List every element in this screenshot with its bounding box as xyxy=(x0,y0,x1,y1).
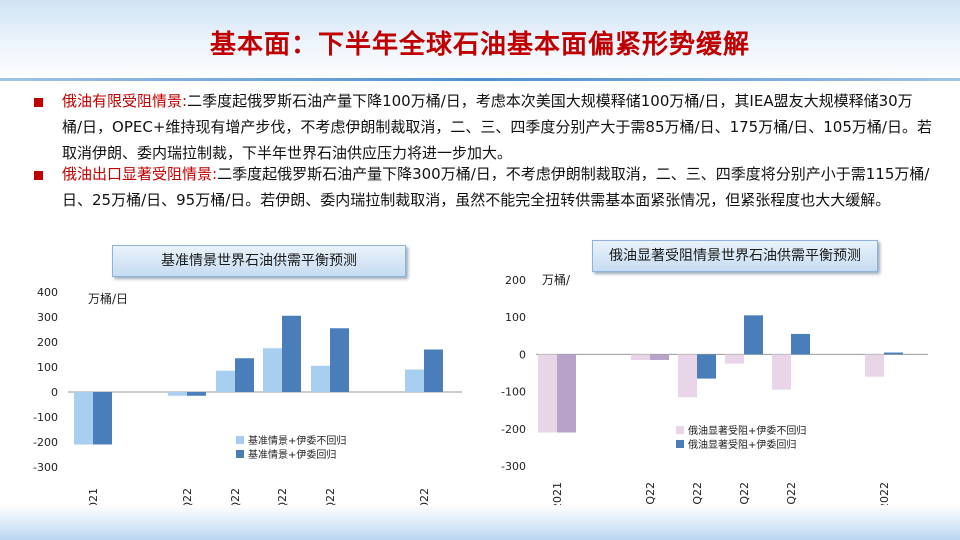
chart-1-ytick-label: 100 xyxy=(37,361,58,374)
chart-1-bar xyxy=(187,392,206,396)
chart-2-unit-label: 万桶/ xyxy=(542,272,571,287)
footer-band xyxy=(0,505,960,540)
chart-2-ytick-label: 100 xyxy=(505,311,526,324)
chart-2-bar xyxy=(791,333,810,355)
chart-2-category-label: 1Q22 xyxy=(644,482,657,512)
chart-1-ytick-label: 200 xyxy=(37,336,58,349)
chart-2-ytick-label: 200 xyxy=(505,274,526,287)
paragraph-1-text: 二季度起俄罗斯石油产量下降100万桶/日，考虑本次美国大规模释储100万桶/日，… xyxy=(62,92,932,162)
chart-1-bar xyxy=(330,328,349,392)
chart-1-bar xyxy=(216,370,235,392)
chart-1-bar xyxy=(74,392,93,445)
chart-1-ytick-label: 300 xyxy=(37,311,58,324)
chart-1-bar xyxy=(93,392,112,445)
chart-2-bar xyxy=(678,354,697,398)
chart-1-bar xyxy=(235,358,254,392)
chart-2-legend-label: 俄油显著受阻+伊委回归 xyxy=(688,438,796,451)
chart-2-bar xyxy=(772,354,791,390)
chart-2-bar xyxy=(631,354,650,360)
chart-1-ytick-label: -100 xyxy=(33,411,58,424)
page-title: 基本面：下半年全球石油基本面偏紧形势缓解 xyxy=(209,30,750,60)
chart-1-bar xyxy=(263,348,282,392)
chart-2-legend-swatch xyxy=(676,426,684,434)
chart-1-bar xyxy=(405,369,424,392)
chart-2-category-label: 2Q22 xyxy=(691,482,704,512)
chart-1-ytick-label: -200 xyxy=(33,436,58,449)
chart-2-bar xyxy=(884,352,903,355)
chart-1-bar xyxy=(311,365,330,392)
chart-2-bar xyxy=(865,354,884,377)
chart-2: 200 100 0 -100 -200 -300 万桶/2021 1Q22 2Q22 3Q22 4Q… xyxy=(501,272,928,512)
chart-1-unit-label: 万桶/日 xyxy=(88,291,128,306)
chart-2-bar xyxy=(650,354,669,360)
chart-2-category-label: 3Q22 xyxy=(738,482,751,512)
chart-2-bar xyxy=(744,315,763,355)
chart-1-bar xyxy=(282,315,301,392)
paragraph-1-lead: 俄油有限受阻情景: xyxy=(62,92,188,110)
chart-2-bar xyxy=(538,354,557,433)
chart-2-ytick-label: -300 xyxy=(501,460,526,473)
chart-1-ytick-label: 0 xyxy=(51,386,58,399)
chart-2-bar xyxy=(557,354,576,433)
chart-2-legend-swatch xyxy=(676,440,684,448)
chart-1-ytick-label: 400 xyxy=(37,286,58,299)
chart-1-title: 基准情景世界石油供需平衡预测 xyxy=(112,245,406,277)
chart-2-ytick-label: -100 xyxy=(501,386,526,399)
paragraph-1: 俄油有限受阻情景:二季度起俄罗斯石油产量下降100万桶/日，考虑本次美国大规模释… xyxy=(62,88,932,166)
chart-1-ytick-label: -300 xyxy=(33,461,58,474)
chart-1-bar xyxy=(424,349,443,392)
bullet-2 xyxy=(34,171,43,180)
chart-2-bar xyxy=(725,354,744,364)
chart-1-legend-label: 基准情景+伊委回归 xyxy=(248,448,336,461)
bullet-1 xyxy=(34,98,43,107)
chart-2-ytick-label: -200 xyxy=(501,423,526,436)
chart-1-legend-label: 基准情景+伊委不回归 xyxy=(248,434,346,447)
chart-2-category-label: 2022 xyxy=(878,482,891,510)
chart-1-legend-swatch xyxy=(236,436,244,444)
header-band xyxy=(0,0,960,82)
chart-2-bar xyxy=(697,354,716,379)
chart-2-category-label: 4Q22 xyxy=(785,482,798,512)
chart-2-category-label: 2021 xyxy=(551,482,564,510)
chart-1-bar xyxy=(168,392,187,396)
chart-2-legend-label: 俄油显著受阻+伊委不回归 xyxy=(688,424,806,437)
paragraph-2-lead: 俄油出口显著受阻情景: xyxy=(62,165,218,183)
chart-1-legend-swatch xyxy=(236,450,244,458)
paragraph-2: 俄油出口显著受阻情景:二季度起俄罗斯石油产量下降300万桶/日，不考虑伊朗制裁取… xyxy=(62,161,932,213)
paragraph-2-text: 二季度起俄罗斯石油产量下降300万桶/日，不考虑伊朗制裁取消，二、三、四季度将分… xyxy=(62,165,930,209)
header-rule xyxy=(0,78,960,81)
chart-2-ytick-label: 0 xyxy=(519,348,526,361)
chart-2-title: 俄油显著受阻情景世界石油供需平衡预测 xyxy=(592,240,878,272)
